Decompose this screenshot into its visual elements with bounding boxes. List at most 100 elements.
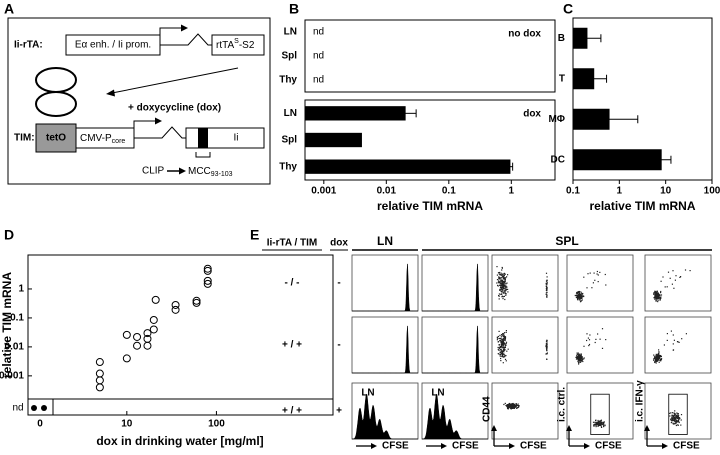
event-dot <box>501 346 503 348</box>
event-dot <box>655 290 657 293</box>
event-dot <box>504 346 506 348</box>
event-dot <box>595 419 597 422</box>
axis-label: i.c. ctrl. <box>557 387 568 422</box>
event-dot <box>677 416 679 418</box>
arrowhead <box>566 425 572 431</box>
event-dot <box>655 295 657 297</box>
event-dot <box>503 277 505 280</box>
event-dot <box>673 417 675 419</box>
event-dot <box>580 360 582 362</box>
y-tick-label: 1 <box>18 284 24 295</box>
event-dot <box>594 279 596 281</box>
event-dot <box>545 293 547 295</box>
event-dot <box>500 285 502 287</box>
event-dot <box>670 330 672 332</box>
event-dot <box>506 286 508 288</box>
event-dot <box>594 421 596 423</box>
data-point <box>149 315 158 324</box>
event-dot <box>499 289 501 291</box>
event-dot <box>673 414 675 416</box>
event-dot <box>659 298 661 300</box>
event-dot <box>579 298 581 300</box>
event-dot <box>657 299 659 301</box>
event-dot <box>576 356 578 358</box>
arrowhead <box>155 117 162 125</box>
event-dot <box>577 357 579 359</box>
event-dot <box>512 405 514 407</box>
event-dot <box>672 415 674 417</box>
event-dot <box>577 361 579 363</box>
panel-letter: E <box>250 227 259 243</box>
event-dot <box>601 422 603 424</box>
event-dot <box>502 285 504 288</box>
event-dot <box>503 337 505 339</box>
event-dot <box>654 359 657 361</box>
event-dot <box>500 274 502 276</box>
event-dot <box>500 345 502 348</box>
event-dot <box>502 344 504 346</box>
event-dot <box>501 273 503 275</box>
event-dot <box>660 360 662 362</box>
event-dot <box>512 403 514 405</box>
event-dot <box>594 341 596 344</box>
event-dot <box>672 423 674 425</box>
event-dot <box>501 269 503 271</box>
event-dot <box>673 339 675 341</box>
x-tick-label: 10 <box>660 186 672 197</box>
event-dot <box>498 278 500 280</box>
event-dot <box>583 276 585 278</box>
flow-plot <box>351 382 419 440</box>
event-dot <box>660 358 662 360</box>
event-dot <box>674 413 676 415</box>
event-dot <box>497 272 500 274</box>
event-dot <box>588 339 591 341</box>
plot-frame <box>566 316 634 374</box>
event-dot <box>653 293 655 295</box>
event-dot <box>654 360 656 362</box>
event-dot <box>502 290 504 292</box>
mcc-sub: 93-103 <box>211 171 233 178</box>
event-dot <box>504 336 506 338</box>
event-dot <box>501 296 503 298</box>
bar <box>304 159 511 174</box>
event-dot <box>597 423 599 425</box>
event-dot <box>672 270 674 272</box>
bar <box>572 68 595 90</box>
event-dot <box>503 282 505 284</box>
event-dot <box>505 286 507 288</box>
event-dot <box>498 276 500 278</box>
event-dot <box>677 424 679 426</box>
event-dot <box>674 421 676 423</box>
event-dot <box>579 295 581 298</box>
event-dot <box>502 279 504 281</box>
nd-point <box>41 405 47 411</box>
event-dot <box>545 347 547 349</box>
event-dot <box>676 415 678 417</box>
flow-plot <box>491 382 559 440</box>
event-dot <box>658 357 660 360</box>
event-dot <box>506 405 508 407</box>
event-dot <box>596 421 598 423</box>
event-dot <box>503 287 505 289</box>
event-dot <box>656 297 658 299</box>
y-tick-label: 0.001 <box>0 370 24 381</box>
x-axis-label: relative TIM mRNA <box>377 199 483 213</box>
event-dot <box>504 284 506 286</box>
event-dot <box>498 344 500 346</box>
value-label: nd <box>313 51 324 62</box>
event-dot <box>580 357 583 359</box>
data-point <box>95 358 104 367</box>
event-dot <box>656 290 658 292</box>
event-dot <box>657 356 659 358</box>
event-dot <box>671 417 673 419</box>
event-dot <box>658 295 660 297</box>
event-dot <box>504 402 506 404</box>
event-dot <box>677 414 679 416</box>
row-genotype: + / + <box>282 340 302 351</box>
event-dot <box>671 416 673 418</box>
bar <box>304 106 406 121</box>
event-dot <box>502 333 505 335</box>
data-point <box>171 305 180 314</box>
arrowhead <box>509 443 515 449</box>
event-dot <box>577 353 579 355</box>
